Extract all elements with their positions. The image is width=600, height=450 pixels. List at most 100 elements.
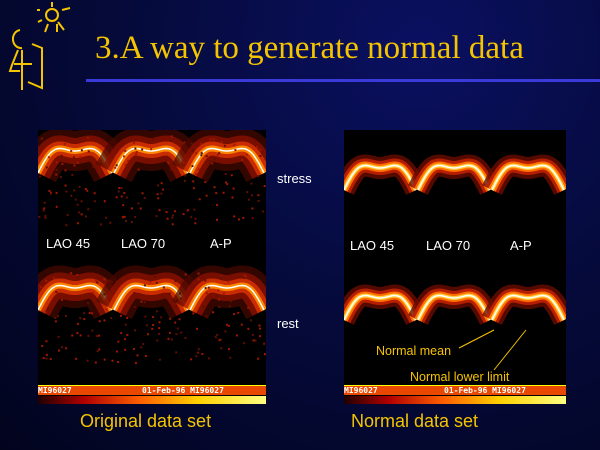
noise-speck: [221, 277, 223, 279]
noise-speck: [190, 216, 192, 218]
noise-speck: [125, 164, 127, 166]
noise-speck: [218, 306, 220, 308]
noise-speck: [133, 292, 135, 294]
noise-speck: [55, 291, 57, 293]
noise-speck: [259, 335, 261, 337]
noise-speck: [206, 292, 208, 294]
noise-speck: [144, 301, 146, 303]
noise-speck: [247, 307, 249, 309]
noise-speck: [123, 155, 125, 157]
noise-speck: [144, 197, 146, 199]
noise-speck: [159, 359, 161, 361]
noise-speck: [258, 325, 260, 327]
noise-speck: [64, 143, 66, 145]
noise-speck: [125, 324, 127, 326]
noise-speck: [96, 281, 98, 283]
noise-speck: [218, 298, 220, 300]
noise-speck: [174, 210, 176, 212]
noise-speck: [142, 343, 144, 345]
noise-speck: [103, 319, 105, 321]
noise-speck: [83, 312, 85, 314]
noise-speck: [134, 148, 136, 150]
patient-id: MI96027: [38, 386, 72, 395]
noise-speck: [61, 155, 63, 157]
noise-speck: [138, 169, 140, 171]
view-label-lao70: LAO 70: [121, 236, 165, 251]
noise-speck: [228, 325, 230, 327]
noise-speck: [175, 306, 177, 308]
original-polar-maps: [38, 130, 266, 404]
noise-speck: [229, 357, 231, 359]
noise-speck: [75, 358, 77, 360]
noise-speck: [198, 169, 200, 171]
noise-speck: [210, 138, 212, 140]
noise-speck: [135, 153, 137, 155]
noise-speck: [67, 214, 69, 216]
noise-speck: [44, 215, 46, 217]
noise-speck: [55, 320, 57, 322]
noise-speck: [215, 336, 217, 338]
noise-speck: [135, 362, 137, 364]
noise-speck: [258, 200, 260, 202]
noise-speck: [45, 217, 47, 219]
noise-speck: [199, 198, 201, 200]
noise-speck: [216, 219, 218, 221]
noise-speck: [134, 306, 136, 308]
noise-speck: [196, 328, 198, 330]
noise-speck: [126, 317, 128, 319]
noise-speck: [172, 223, 174, 225]
noise-speck: [56, 161, 58, 163]
noise-speck: [116, 164, 118, 166]
noise-speck: [70, 272, 72, 274]
noise-speck: [212, 311, 214, 313]
noise-speck: [248, 199, 250, 201]
noise-speck: [140, 301, 142, 303]
noise-speck: [200, 143, 202, 145]
noise-speck: [57, 315, 59, 317]
noise-speck: [198, 278, 200, 280]
slide-title: 3.A way to generate normal data: [95, 30, 524, 67]
noise-speck: [179, 318, 181, 320]
noise-speck: [254, 339, 256, 341]
noise-speck: [186, 210, 188, 212]
noise-speck: [81, 213, 83, 215]
noise-speck: [214, 186, 216, 188]
noise-speck: [250, 319, 252, 321]
date-id: 01-Feb-96 MI96027: [142, 386, 224, 395]
noise-speck: [79, 317, 81, 319]
view-label-ap: A-P: [210, 236, 232, 251]
noise-speck: [195, 173, 197, 175]
noise-speck: [50, 193, 52, 195]
noise-speck: [94, 192, 96, 194]
noise-speck: [233, 313, 235, 315]
noise-speck: [233, 188, 235, 190]
noise-speck: [60, 176, 62, 178]
noise-speck: [91, 312, 93, 314]
noise-speck: [171, 217, 173, 219]
noise-speck: [262, 210, 264, 212]
noise-speck: [185, 273, 187, 275]
noise-speck: [94, 200, 96, 202]
noise-speck: [201, 353, 203, 355]
noise-speck: [78, 211, 80, 213]
noise-speck: [58, 135, 60, 137]
noise-speck: [144, 284, 146, 286]
noise-speck: [58, 336, 60, 338]
noise-speck: [157, 185, 159, 187]
date-id: 01-Feb-96 MI96027: [444, 386, 526, 395]
noise-speck: [56, 192, 58, 194]
noise-speck: [53, 277, 55, 279]
noise-speck: [170, 140, 172, 142]
noise-speck: [50, 358, 52, 360]
noise-speck: [156, 215, 158, 217]
noise-speck: [136, 354, 138, 356]
noise-speck: [152, 324, 154, 326]
noise-speck: [167, 162, 169, 164]
noise-speck: [260, 155, 262, 157]
noise-speck: [252, 339, 254, 341]
noise-speck: [117, 341, 119, 343]
caption-normal: Normal data set: [351, 411, 478, 432]
noise-speck: [223, 192, 225, 194]
noise-speck: [192, 180, 194, 182]
noise-speck: [175, 333, 177, 335]
